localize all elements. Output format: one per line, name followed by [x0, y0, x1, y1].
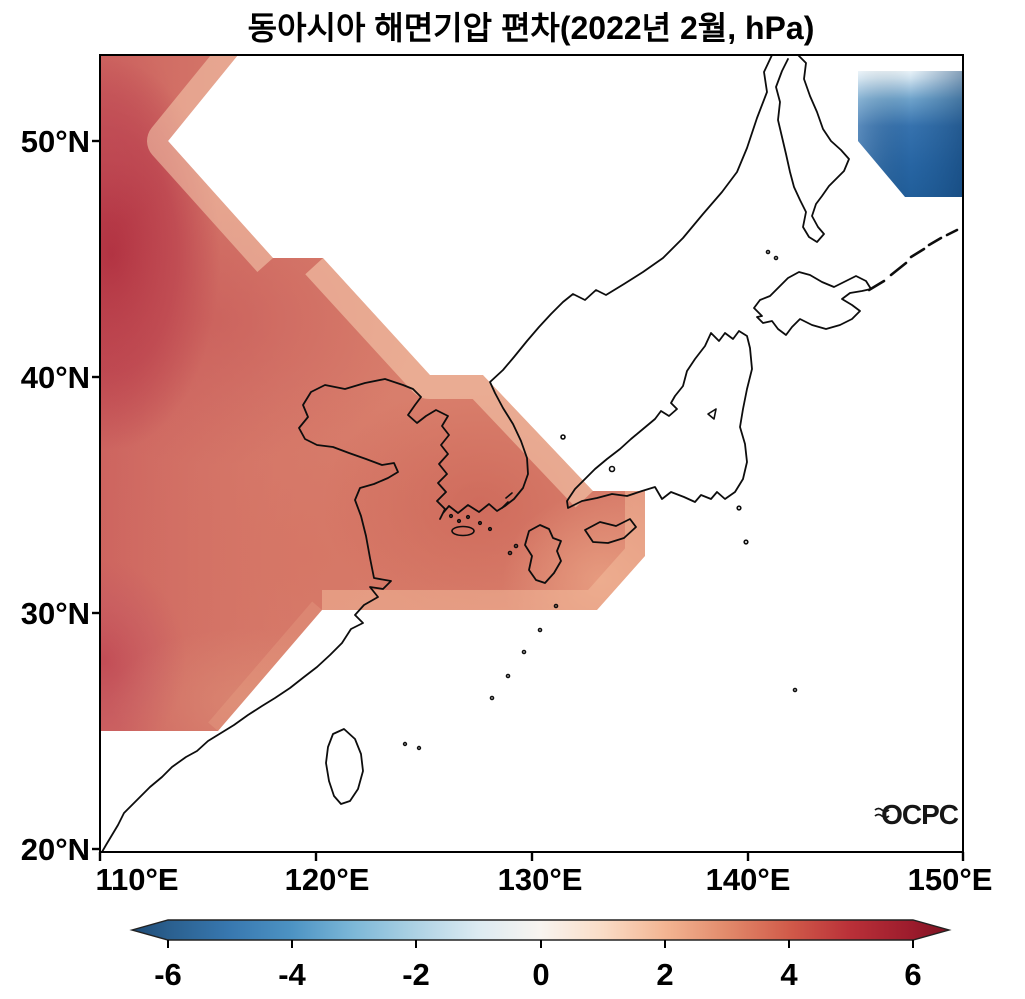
y-axis-tick-labels: 50°N 40°N 30°N 20°N — [21, 124, 90, 867]
colorbar: -6 -4 -2 0 2 4 6 — [129, 919, 952, 992]
x-tick-label-120e: 120°E — [285, 862, 370, 897]
cbar-label-4: 4 — [780, 957, 798, 992]
x-tick-label-130e: 130°E — [498, 862, 583, 897]
ocpc-logo-text: OCPC — [881, 799, 959, 830]
small-islands — [402, 249, 798, 751]
wave-icon — [874, 807, 890, 819]
coastlines — [101, 55, 959, 852]
shikoku-coastline — [584, 518, 637, 544]
axis-ticks — [92, 139, 965, 861]
negative-anomaly-region — [858, 71, 963, 197]
y-tick-label-20n: 20°N — [21, 832, 90, 867]
colorbar-gradient-bar — [129, 919, 952, 941]
sakhalin-coastline — [775, 55, 850, 243]
y-tick-label-30n: 30°N — [21, 596, 90, 631]
page-title: 동아시아 해면기압 편차(2022년 2월, hPa) — [248, 10, 815, 46]
cbar-label-neg2: -2 — [402, 957, 430, 992]
x-tick-label-150e: 150°E — [908, 862, 993, 897]
cbar-label-2: 2 — [656, 957, 673, 992]
colorbar-ticks — [167, 940, 914, 948]
kyushu-coastline — [524, 524, 562, 584]
ocpc-logo: OCPC — [874, 799, 960, 830]
cbar-label-0: 0 — [532, 957, 549, 992]
colorbar-tick-labels: -6 -4 -2 0 2 4 6 — [154, 957, 921, 992]
positive-anomaly-region — [100, 55, 645, 731]
cbar-label-neg6: -6 — [154, 957, 182, 992]
honshu-coastline — [566, 330, 753, 509]
y-tick-label-40n: 40°N — [21, 360, 90, 395]
kuril-islands — [867, 228, 959, 292]
cbar-label-neg4: -4 — [278, 957, 306, 992]
cbar-label-6: 6 — [904, 957, 921, 992]
hokkaido-coastline — [753, 271, 872, 336]
y-tick-label-50n: 50°N — [21, 124, 90, 159]
x-axis-tick-labels: 110°E 120°E 130°E 140°E 150°E — [95, 862, 992, 897]
taiwan-coastline — [325, 728, 364, 805]
x-tick-label-110e: 110°E — [95, 862, 178, 897]
x-tick-label-140e: 140°E — [706, 862, 791, 897]
mainland-coastline — [101, 55, 773, 852]
